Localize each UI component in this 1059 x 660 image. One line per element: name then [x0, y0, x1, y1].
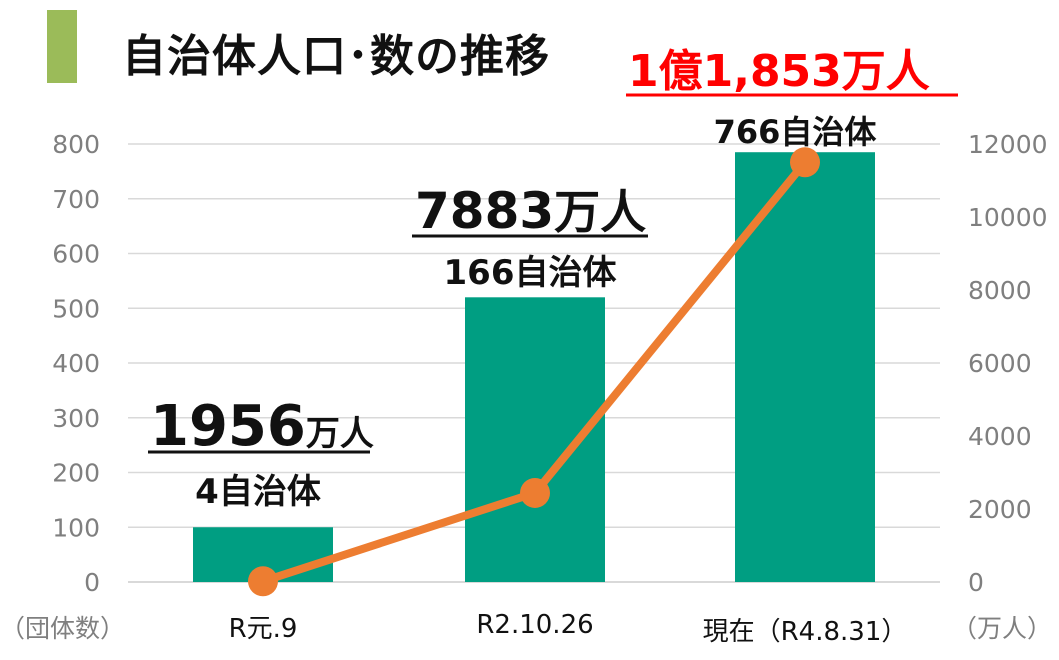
line-point [520, 477, 550, 508]
left-axis-unit: （団体数） [0, 614, 125, 643]
left-tick-label: 800 [52, 130, 100, 159]
population-number: 1956 [150, 394, 306, 459]
municipality-count-label: 166自治体 [444, 253, 617, 293]
municipality-count-label: 4自治体 [195, 472, 321, 512]
left-tick-label: 300 [52, 404, 100, 433]
right-tick-label: 8000 [968, 276, 1032, 305]
category-label: 現在（R4.8.31） [703, 617, 908, 647]
population-unit: 万人 [306, 414, 374, 454]
population-label: 1億1,853万人 [628, 46, 930, 97]
municipality-count-label: 766自治体 [714, 113, 877, 151]
category-label: R元.9 [229, 614, 298, 644]
left-tick-label: 700 [52, 185, 100, 214]
right-axis-unit: （万人） [952, 614, 1052, 643]
right-tick-label: 4000 [968, 422, 1032, 451]
population-unit: 万人 [842, 46, 930, 97]
left-tick-label: 0 [84, 568, 100, 597]
population-label: 1956万人 [150, 394, 374, 459]
title-accent-bar [47, 10, 77, 83]
left-tick-label: 400 [52, 349, 100, 378]
left-tick-label: 500 [52, 294, 100, 323]
line-point [248, 566, 278, 597]
right-tick-label: 6000 [968, 349, 1032, 378]
right-tick-label: 2000 [968, 495, 1032, 524]
chart-title: 自治体人口･数の推移 [122, 31, 550, 82]
right-tick-label: 10000 [968, 203, 1048, 232]
population-number: 1億1,853 [628, 46, 842, 97]
right-tick-label: 0 [968, 568, 984, 597]
population-number: 7883 [415, 182, 554, 240]
left-tick-label: 600 [52, 240, 100, 269]
population-unit: 万人 [554, 185, 646, 239]
bar [465, 297, 605, 582]
left-tick-label: 100 [52, 513, 100, 542]
population-label: 7883万人 [415, 182, 646, 240]
right-tick-label: 12000 [968, 130, 1048, 159]
left-tick-label: 200 [52, 459, 100, 488]
category-label: R2.10.26 [476, 610, 593, 640]
line-point [790, 147, 820, 178]
